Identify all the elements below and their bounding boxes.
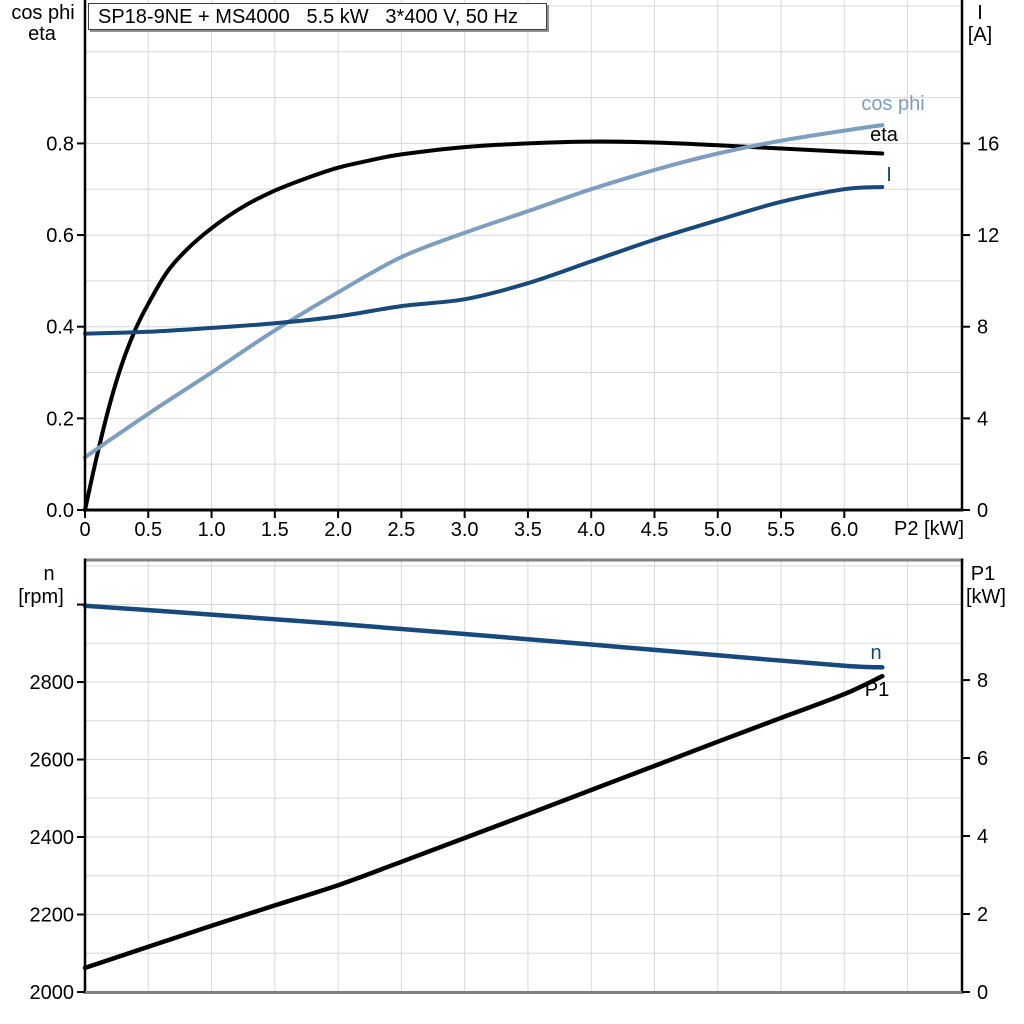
- curve-eta: [83, 139, 885, 512]
- left-tick-label: 0.6: [46, 225, 74, 247]
- left-tick-label: 2000: [30, 982, 75, 1004]
- bottom-right-axis-title-line1: P1: [970, 563, 996, 585]
- left-tick-label: 0.0: [46, 500, 74, 522]
- right-tick-label: 4: [977, 408, 988, 430]
- right-tick-label: 6: [977, 748, 988, 770]
- curve-label-eta: eta: [870, 124, 898, 146]
- x-tick-label: 1.5: [261, 519, 289, 541]
- x-axis-title: P2 [kW]: [893, 518, 965, 540]
- curve-label-current: I: [886, 164, 892, 186]
- bottom-right-axis-title-line2: [kW]: [966, 586, 1006, 608]
- curve-cos-phi: [83, 123, 885, 460]
- title-box: SP18-9NE + MS4000 5.5 kW 3*400 V, 50 Hz: [88, 3, 547, 30]
- left-tick-label: 0.2: [46, 408, 74, 430]
- left-tick-label: 2600: [30, 750, 75, 772]
- curve-P1: [82, 673, 885, 971]
- right-tick-label: 16: [977, 133, 999, 155]
- left-tick-label: 0.8: [46, 133, 74, 155]
- right-tick-label: 0: [977, 982, 988, 1004]
- curve-label-speed: n: [870, 642, 882, 664]
- curve-I: [83, 185, 885, 336]
- left-tick-label: 2400: [30, 827, 75, 849]
- right-tick-label: 0: [977, 500, 988, 522]
- bottom-left-axis-title-line2: [rpm]: [18, 586, 64, 608]
- x-tick-label: 1.0: [198, 519, 226, 541]
- curve-n: [82, 603, 885, 670]
- top-right-axis-title-line2: [A]: [967, 24, 993, 46]
- right-tick-label: 2: [977, 904, 988, 926]
- x-tick-label: 4.0: [577, 519, 605, 541]
- x-tick-label: 2.5: [387, 519, 415, 541]
- left-tick-label: 0.4: [46, 317, 74, 339]
- left-tick-label: 2200: [30, 905, 75, 927]
- x-tick-label: 3.5: [514, 519, 542, 541]
- right-tick-label: 4: [977, 826, 988, 848]
- x-tick-label: 5.5: [767, 519, 795, 541]
- x-tick-label: 3.0: [451, 519, 479, 541]
- x-tick-label: 6.0: [830, 519, 858, 541]
- x-tick-label: 4.5: [641, 519, 669, 541]
- x-tick-label: 0: [79, 519, 90, 541]
- curve-label-p1: P1: [864, 679, 890, 701]
- curve-label-cos-phi: cos phi: [861, 93, 925, 115]
- right-tick-label: 8: [977, 670, 988, 692]
- x-tick-label: 5.0: [704, 519, 732, 541]
- x-tick-label: 0.5: [134, 519, 162, 541]
- top-left-axis-title-line1: cos phi: [11, 2, 75, 24]
- right-tick-label: 12: [977, 225, 999, 247]
- right-tick-label: 8: [977, 317, 988, 339]
- bottom-left-axis-title-line1: n: [43, 563, 55, 585]
- x-tick-label: 2.0: [324, 519, 352, 541]
- top-left-axis-title-line2: eta: [28, 23, 56, 45]
- left-tick-label: 2800: [30, 672, 75, 694]
- top-right-axis-title-line1: I: [977, 2, 983, 24]
